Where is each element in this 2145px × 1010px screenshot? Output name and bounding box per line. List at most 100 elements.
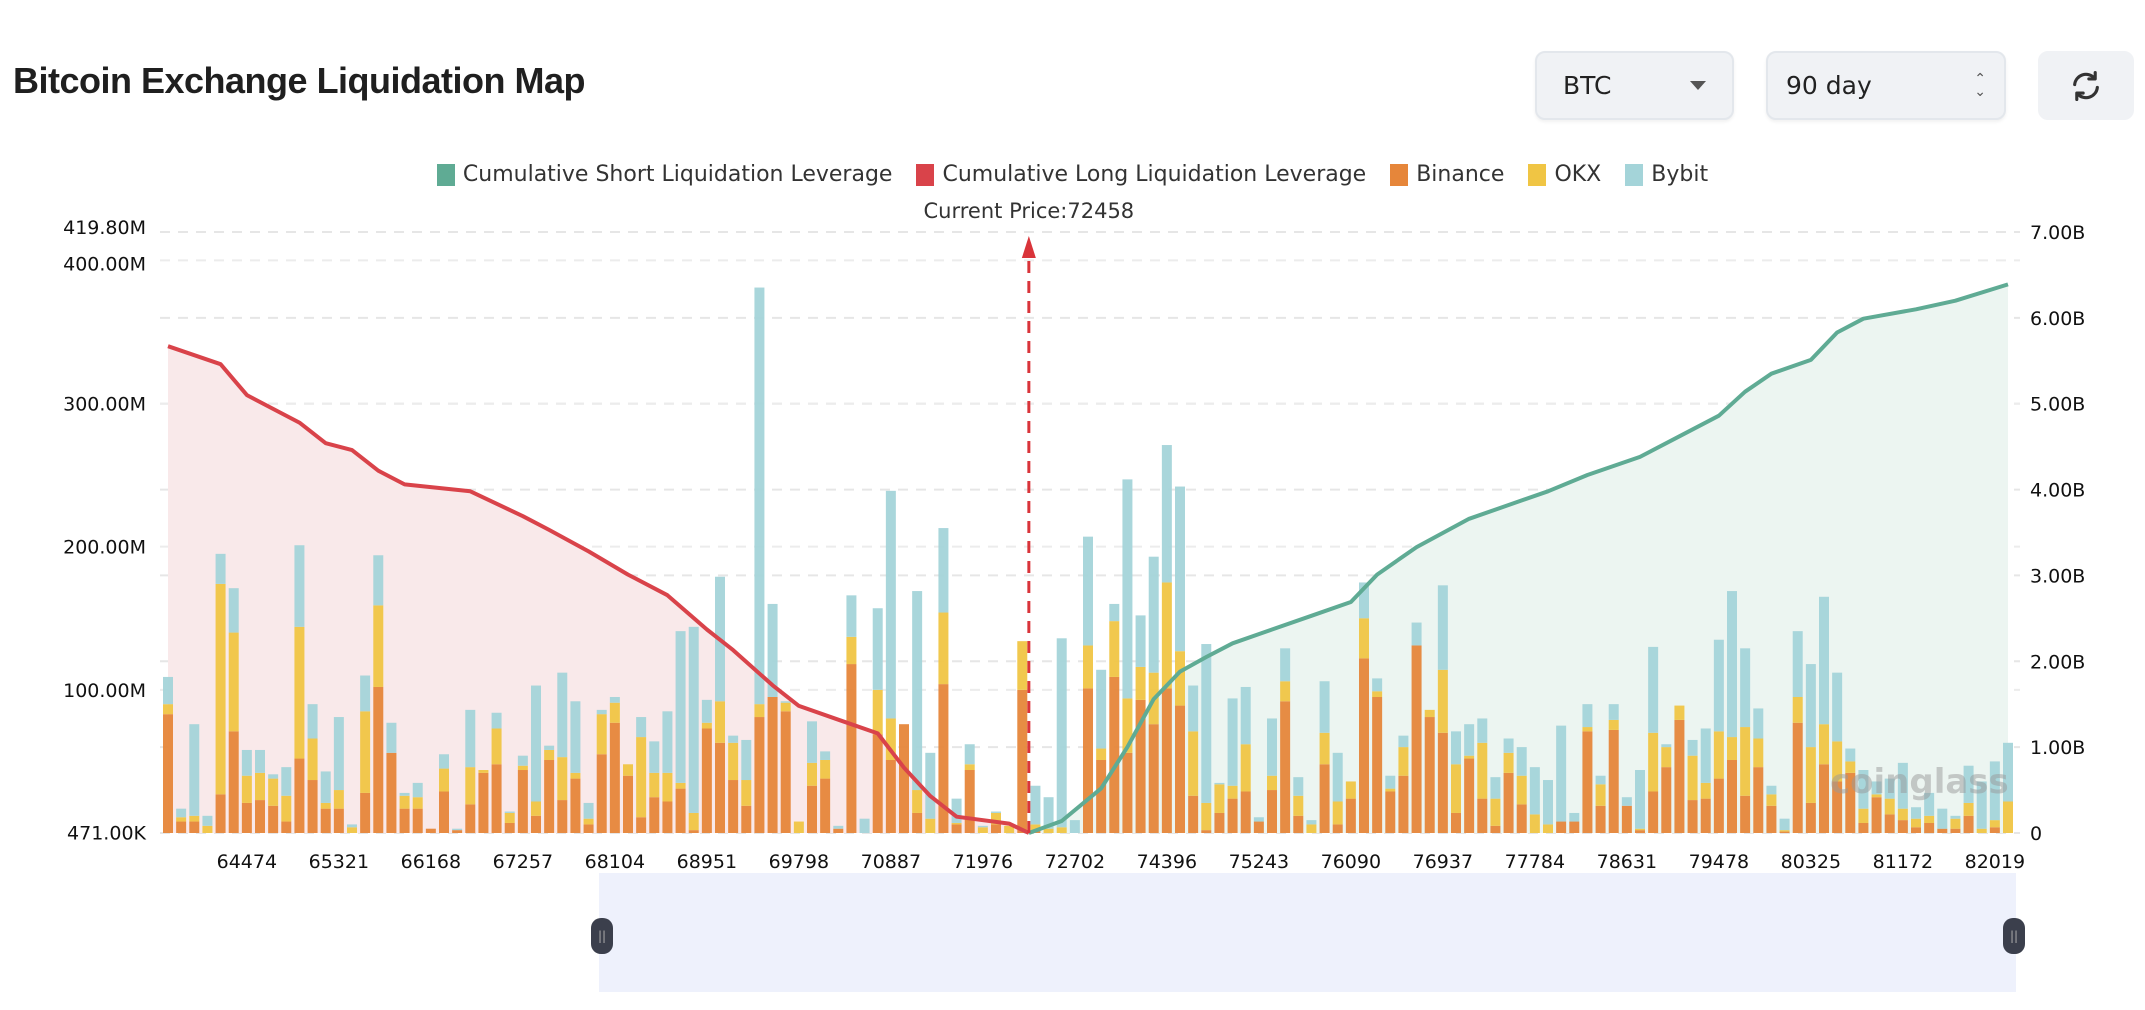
bar-binance [1240, 791, 1251, 833]
bar-binance [1280, 701, 1291, 833]
bar-binance [1319, 764, 1330, 833]
bar-binance [1989, 827, 2000, 833]
bar-binance [320, 808, 331, 833]
bar-binance [465, 804, 476, 833]
x-axis-tick-label: 67257 [493, 851, 553, 873]
bar-okx [307, 738, 318, 781]
bar-okx [294, 626, 305, 759]
bar-bybit [925, 752, 936, 819]
bar-binance [1832, 781, 1843, 833]
bar-bybit [570, 701, 581, 773]
left-axis-tick-label: 471.00K [67, 822, 146, 844]
bar-okx [1319, 732, 1330, 765]
bar-binance [991, 824, 1001, 833]
bar-binance [872, 734, 883, 833]
left-axis-tick-label: 400.00M [63, 253, 146, 275]
bar-okx [662, 772, 673, 802]
bar-bybit [1924, 792, 1935, 816]
bar-binance [1477, 798, 1488, 833]
bar-okx [517, 765, 528, 771]
bar-binance [268, 805, 279, 833]
bar-okx [1700, 782, 1711, 799]
slider-handle-right[interactable]: || [2003, 918, 2025, 954]
bar-okx [1911, 818, 1921, 828]
legend-item-okx[interactable]: OKX [1528, 162, 1601, 187]
bar-bybit [1201, 644, 1212, 803]
legend-item-long[interactable]: Cumulative Long Liquidation Leverage [916, 162, 1366, 187]
bar-bybit [1819, 596, 1829, 725]
bar-binance [1345, 798, 1356, 833]
bar-bybit [1621, 797, 1632, 806]
bar-binance [215, 794, 226, 833]
bar-binance [1621, 805, 1632, 833]
bar-bybit [991, 811, 1001, 813]
x-axis-tick-label: 79478 [1689, 851, 1749, 873]
bar-binance [478, 772, 489, 833]
bar-okx [215, 583, 226, 795]
bar-okx [623, 764, 633, 776]
page-title: Bitcoin Exchange Liquidation Map [13, 60, 586, 101]
bar-bybit [1950, 815, 1961, 819]
bar-binance [912, 812, 923, 833]
bar-okx [1280, 681, 1291, 702]
cumulative-long-line [167, 344, 1030, 835]
bar-okx [347, 827, 357, 833]
bar-bybit [255, 749, 265, 773]
bar-binance [1359, 658, 1369, 833]
bar-okx [1766, 794, 1777, 806]
bar-okx [491, 728, 502, 765]
coin-select[interactable]: BTC [1535, 51, 1734, 120]
bar-binance [780, 711, 791, 833]
bar-binance [163, 714, 173, 833]
bar-bybit [1556, 725, 1567, 822]
bar-okx [636, 737, 647, 818]
zoom-slider[interactable] [599, 873, 2016, 992]
bar-binance [715, 742, 725, 833]
bar-okx [951, 822, 962, 825]
legend-label: OKX [1554, 162, 1602, 187]
refresh-button[interactable] [2038, 51, 2134, 120]
bar-okx [1779, 830, 1790, 832]
bar-bybit [1267, 718, 1277, 776]
bar-binance [1700, 798, 1711, 833]
bar-okx [780, 702, 791, 712]
bar-binance [241, 802, 252, 833]
bar-bybit [1687, 739, 1698, 756]
bar-bybit [1043, 797, 1054, 829]
legend-item-binance[interactable]: Binance [1390, 162, 1504, 187]
bar-okx [504, 812, 515, 823]
bar-binance [1411, 645, 1422, 833]
legend-item-bybit[interactable]: Bybit [1625, 162, 1708, 187]
bar-bybit [281, 767, 292, 796]
bar-bybit [688, 626, 699, 813]
caret-down-icon [1690, 81, 1706, 90]
bar-bybit [1766, 785, 1777, 795]
legend-item-short[interactable]: Cumulative Short Liquidation Leverage [436, 162, 892, 187]
bar-bybit [1437, 585, 1448, 670]
bar-binance [728, 780, 739, 833]
period-select[interactable]: 90 day ⌃ ⌄ [1766, 51, 2006, 120]
bar-binance [1451, 812, 1461, 833]
bar-bybit [951, 798, 962, 823]
bar-okx [1030, 824, 1041, 831]
bar-bybit [1109, 603, 1120, 622]
refresh-icon [2073, 70, 2099, 101]
bar-bybit [1937, 808, 1948, 829]
current-price-label: Current Price:72458 [924, 199, 1135, 223]
bar-binance [741, 805, 752, 833]
bar-binance [1569, 821, 1580, 833]
bar-okx [1871, 794, 1882, 798]
bar-okx [964, 764, 975, 771]
bar-binance [1188, 795, 1199, 833]
bar-okx [820, 759, 831, 779]
x-axis-tick-label: 75243 [1229, 851, 1289, 873]
bar-binance [294, 758, 305, 833]
bar-okx [938, 612, 949, 685]
slider-handle-left[interactable]: || [591, 918, 613, 954]
bar-binance [636, 817, 647, 833]
bar-binance [255, 800, 265, 833]
bar-okx [1306, 824, 1317, 833]
bar-okx [1017, 641, 1028, 690]
bar-binance [386, 752, 397, 833]
